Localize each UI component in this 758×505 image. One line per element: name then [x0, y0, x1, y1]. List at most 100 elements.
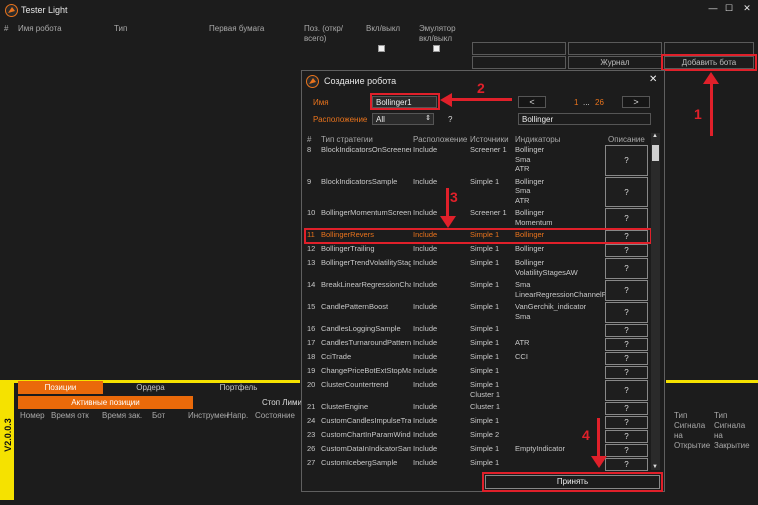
strategy-row[interactable]: 13 BollingerTrendVolatilityStages Include S…	[305, 258, 653, 280]
description-button[interactable]: ?	[605, 444, 648, 457]
strategy-row[interactable]: 15 CandlePatternBoost Include Simple 1 VanGe…	[305, 302, 653, 324]
description-button[interactable]: ?	[605, 258, 648, 279]
header-number: Номер	[20, 411, 45, 420]
tab-portfolio[interactable]: Портфель	[219, 383, 258, 392]
th-description: Описание	[608, 135, 645, 144]
description-button[interactable]: ?	[605, 302, 648, 323]
arrow-head-down-icon	[591, 456, 607, 468]
search-input[interactable]: Bollinger	[518, 113, 651, 125]
tab-positions[interactable]: Позиции	[18, 381, 103, 394]
row-number: 20	[307, 380, 316, 389]
scrollbar[interactable]: ▲ ▼	[651, 133, 660, 470]
row-indicator: Sma	[515, 280, 531, 289]
row-strategy-name: BlockIndicatorsOnScreener	[321, 145, 411, 154]
close-icon[interactable]: ✕	[743, 3, 751, 13]
description-button[interactable]: ?	[605, 366, 648, 379]
col-robot-name: Имя робота	[18, 24, 62, 33]
description-button[interactable]: ?	[605, 280, 648, 301]
header-direction: Напр.	[227, 411, 249, 420]
header-close-time: Время зак.	[102, 411, 143, 420]
row-source: Simple 1	[470, 244, 500, 253]
scroll-thumb[interactable]	[652, 145, 659, 161]
row-number: 14	[307, 280, 316, 289]
row-indicator: ATR	[515, 164, 530, 173]
strategy-row[interactable]: 23 CustomChartInParamWindow Include Simple …	[305, 430, 653, 444]
strategy-row[interactable]: 20 ClusterCountertrend Include Simple 1 Clus…	[305, 380, 653, 402]
location-select[interactable]: All ⇕	[372, 113, 434, 125]
row-strategy-name: ClusterCountertrend	[321, 380, 389, 389]
add-bot-button[interactable]: Добавить бота	[664, 56, 754, 69]
description-button[interactable]: ?	[605, 430, 648, 443]
strategy-row[interactable]: 19 ChangePriceBotExtStopMarketInclude Simp…	[305, 366, 653, 380]
description-button[interactable]: ?	[605, 352, 648, 365]
dialog-close-icon[interactable]: ✕	[649, 74, 658, 85]
description-button[interactable]: ?	[605, 176, 648, 207]
name-input[interactable]: Bollinger1	[372, 96, 437, 108]
strategy-row[interactable]: 9 BlockIndicatorsSample Include Simple 1 Bol…	[305, 176, 653, 209]
strategy-row[interactable]: 11 BollingerRevers Include Simple 1 Bollinge…	[305, 230, 653, 244]
strategy-row[interactable]: 17 CandlesTurnaroundPattern Include Simple …	[305, 338, 653, 352]
row-indicator: Sma	[515, 186, 531, 195]
row-location: Include	[413, 324, 438, 333]
bottom-divider	[666, 380, 758, 383]
journal-button[interactable]: Журнал	[568, 56, 662, 69]
row-source: Simple 1	[470, 280, 500, 289]
annotation-box-accept	[482, 472, 663, 492]
accept-button[interactable]: Принять	[485, 475, 660, 489]
subtab-stop-limit[interactable]: Стоп Лими	[250, 396, 302, 409]
row-indicator: Sma	[515, 311, 531, 321]
description-button[interactable]: ?	[605, 416, 648, 429]
col-first-security: Первая бумага	[209, 24, 265, 33]
emulator-checkbox[interactable]	[433, 45, 440, 52]
description-button[interactable]: ?	[605, 458, 648, 471]
maximize-icon[interactable]: ☐	[724, 3, 734, 13]
subtab-active-positions[interactable]: Активные позиции	[18, 396, 193, 409]
header-open-time: Время отк	[51, 411, 89, 420]
row-location: Include	[413, 416, 438, 425]
strategy-row[interactable]: 10 BollingerMomentumScreener Include Screen…	[305, 208, 653, 230]
row-location: Include	[413, 208, 438, 217]
description-button[interactable]: ?	[605, 145, 648, 176]
onoff-checkbox[interactable]	[378, 45, 385, 52]
description-button[interactable]: ?	[605, 380, 648, 401]
annotation-box-name	[370, 93, 440, 110]
row-number: 16	[307, 324, 316, 333]
th-sources: Источники	[470, 135, 509, 144]
row-number: 13	[307, 258, 316, 267]
scroll-up-icon[interactable]: ▲	[652, 133, 658, 139]
row-indicator: Bollinger	[515, 208, 545, 217]
description-button[interactable]: ?	[605, 338, 648, 351]
tab-orders[interactable]: Ордера	[136, 383, 165, 392]
prev-page-button[interactable]: <	[518, 96, 546, 108]
strategy-row[interactable]: 16 CandlesLoggingSample Include Simple 1?	[305, 324, 653, 338]
strategy-row[interactable]: 21 ClusterEngine Include Cluster 1?	[305, 402, 653, 416]
strategy-row[interactable]: 27 CustomIcebergSample Include Simple 1?	[305, 458, 653, 472]
strategy-row[interactable]: 12 BollingerTrailing Include Simple 1 Bollin…	[305, 244, 653, 258]
description-button[interactable]: ?	[605, 324, 648, 337]
description-button[interactable]: ?	[605, 244, 648, 257]
row-location: Include	[413, 280, 438, 289]
row-location: Include	[413, 338, 438, 347]
next-page-button[interactable]: >	[622, 96, 650, 108]
strategy-row[interactable]: 8 BlockIndicatorsOnScreener Include Screene…	[305, 145, 653, 177]
row-strategy-name: BlockIndicatorsSample	[321, 176, 398, 186]
row-strategy-name: CandlesLoggingSample	[321, 324, 401, 333]
strategy-row[interactable]: 26 CustomDataInIndicatorSampleInclude Simp…	[305, 444, 653, 458]
arrow-head-down-icon	[440, 216, 456, 228]
arrow-head-left-icon	[440, 93, 452, 107]
grid-cell	[472, 56, 566, 69]
minimize-icon[interactable]: —	[708, 3, 718, 13]
strategy-row[interactable]: 18 CciTrade Include Simple 1 CCI?	[305, 352, 653, 366]
row-number: 12	[307, 244, 316, 253]
row-strategy-name: CustomDataInIndicatorSample	[321, 444, 411, 453]
row-source: Simple 1	[470, 352, 500, 361]
scroll-down-icon[interactable]: ▼	[652, 464, 658, 470]
arrow-head-up-icon	[703, 72, 719, 84]
dialog-title: Создание робота	[324, 76, 397, 86]
strategy-row[interactable]: 14 BreakLinearRegressionChannelInclude Sim…	[305, 280, 653, 302]
help-icon[interactable]: ?	[448, 115, 453, 124]
description-button[interactable]: ?	[605, 208, 648, 229]
strategy-row[interactable]: 24 CustomCandlesImpulseTrade Include Simple…	[305, 416, 653, 430]
col-emulator: Эмулятор вкл/выкл	[419, 24, 456, 43]
description-button[interactable]: ?	[605, 402, 648, 415]
